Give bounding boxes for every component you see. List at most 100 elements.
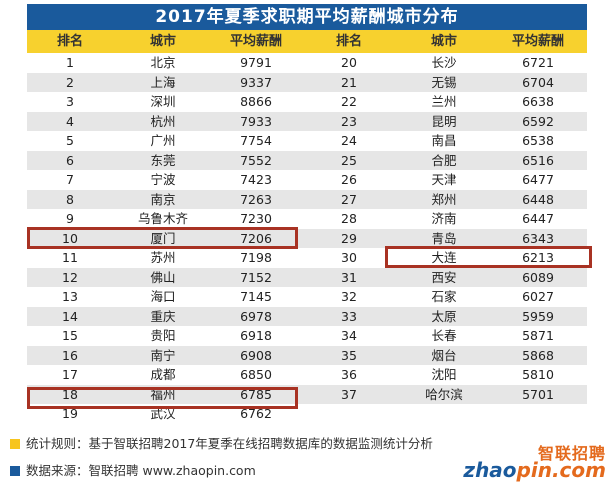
cell-rank-left: 19 [62,406,78,421]
cell-rank-right: 37 [341,386,357,402]
cell-city-left: 乌鲁木齐 [137,211,188,226]
cell-city-right: 沈阳 [431,367,457,382]
cell-salary-left: 7152 [240,269,272,285]
table-row: 11 苏州 7198 30 大连 6213 [27,248,587,268]
cell-city-left: 东莞 [150,152,176,168]
cell-rank-left: 7 [66,172,74,187]
cell-rank-right: 20 [341,55,357,70]
cell-rank-right: 33 [341,308,357,324]
table-title: 2017年夏季求职期平均薪酬城市分布 [27,4,587,30]
cell-city-left: 深圳 [150,94,176,109]
table-row: 5 广州 7754 24 南昌 6538 [27,131,587,151]
header-city-right: 城市 [430,34,457,49]
source-marker-icon [10,465,20,476]
table-row: 4 杭州 7933 23 昆明 6592 [27,111,587,131]
cell-rank-left: 9 [66,211,74,226]
cell-city-right: 天津 [431,172,457,187]
cell-salary-right: 6213 [522,250,554,265]
highlight-box-fuzhou [27,387,298,409]
cell-rank-left: 15 [62,328,78,343]
table-body: 1 北京 9791 20 长沙 6721 2 上海 9337 21 无锡 6704 3 深圳 8866 22 兰… [27,53,587,424]
cell-salary-left: 6785 [240,386,272,402]
highlight-box-xiamen [27,227,298,249]
cell-rank-left: 1 [66,55,74,70]
table-row: 10 厦门 7206 29 青岛 6343 [27,228,587,248]
cell-city-left: 南宁 [150,347,176,363]
header-salary-right: 平均薪酬 [511,34,564,49]
table-row: 14 重庆 6978 33 太原 5959 [27,306,587,326]
cell-city-right: 郑州 [431,191,457,207]
cell-salary-right: 5868 [522,347,554,363]
cell-city-right: 烟台 [431,347,457,363]
table-row: 12 佛山 7152 31 西安 6089 [27,267,587,287]
cell-salary-right: 6538 [522,133,554,148]
cell-rank-right: 28 [341,211,357,226]
cell-city-left: 广州 [150,133,176,148]
cell-rank-left: 16 [62,347,78,363]
header-rank-right: 排名 [335,34,362,49]
cell-salary-left: 9337 [240,74,272,90]
cell-rank-right: 27 [341,191,357,207]
cell-rank-right: 23 [341,113,357,129]
rule-marker-icon [10,438,20,449]
table-row: 16 南宁 6908 35 烟台 5868 [27,345,587,365]
cell-salary-right: 6592 [522,113,554,129]
cell-city-left: 海口 [150,289,176,304]
cell-city-right: 太原 [431,308,457,324]
cell-city-left: 苏州 [150,250,176,265]
cell-salary-right: 6721 [522,55,554,70]
cell-rank-right: 29 [341,230,357,246]
cell-salary-left: 7552 [240,152,272,168]
logo-en-left: zhao [463,458,517,482]
cell-salary-right: 5959 [522,308,554,324]
cell-city-left: 福州 [150,386,176,402]
cell-salary-left: 7933 [240,113,272,129]
cell-city-left: 贵阳 [150,328,176,343]
footnote-source: 数据来源：智联招聘 www.zhaopin.com [26,463,256,478]
cell-salary-right: 6027 [522,289,554,304]
cell-salary-left: 6762 [240,406,272,421]
cell-rank-left: 18 [62,386,78,402]
cell-rank-right: 26 [341,172,357,187]
footnote-rule: 统计规则：基于智联招聘2017年夏季在线招聘数据库的数据监测统计分析 [26,436,433,451]
cell-salary-right: 6089 [522,269,554,285]
table-row: 17 成都 6850 36 沈阳 5810 [27,365,587,385]
cell-city-right: 无锡 [431,74,457,90]
cell-city-left: 上海 [150,74,176,90]
cell-rank-right: 21 [341,74,357,90]
header-salary-left: 平均薪酬 [229,34,282,49]
table-row: 6 东莞 7552 25 合肥 6516 [27,150,587,170]
cell-salary-left: 6908 [240,347,272,363]
cell-rank-left: 12 [62,269,78,285]
table-row: 8 南京 7263 27 郑州 6448 [27,189,587,209]
cell-salary-left: 6978 [240,308,272,324]
cell-salary-left: 9791 [240,55,272,70]
table-row: 3 深圳 8866 22 兰州 6638 [27,92,587,112]
cell-salary-left: 7198 [240,250,272,265]
cell-rank-left: 5 [66,133,74,148]
cell-salary-left: 7263 [240,191,272,207]
cell-rank-left: 11 [62,250,78,265]
table-row: 19 武汉 6762 [27,404,587,424]
cell-salary-left: 6850 [240,367,272,382]
cell-city-right: 合肥 [431,152,457,168]
cell-city-right: 长春 [431,328,457,343]
table-row: 9 乌鲁木齐 7230 28 济南 6447 [27,209,587,229]
logo-english-text: zhaopin.com [463,458,606,482]
cell-city-left: 南京 [150,191,176,207]
cell-rank-left: 10 [62,230,78,246]
cell-rank-left: 2 [66,74,74,90]
cell-rank-left: 3 [66,94,74,109]
cell-rank-right: 35 [341,347,357,363]
cell-city-left: 成都 [150,367,176,382]
cell-rank-right: 32 [341,289,357,304]
zhaopin-logo: 智联招聘 zhaopin.com [463,440,610,484]
cell-rank-right: 25 [341,152,357,168]
cell-salary-right: 6516 [522,152,554,168]
highlight-box-dalian [385,246,592,268]
footnote-rule-line: 统计规则：基于智联招聘2017年夏季在线招聘数据库的数据监测统计分析 [10,436,433,452]
cell-rank-right: 24 [341,133,357,148]
cell-city-left: 佛山 [150,269,176,285]
cell-salary-left: 8866 [240,94,272,109]
cell-salary-right: 5871 [522,328,554,343]
